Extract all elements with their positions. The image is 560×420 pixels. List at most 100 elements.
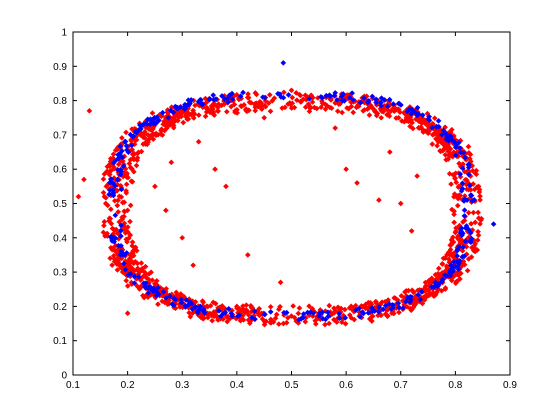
data-point bbox=[103, 183, 110, 190]
data-point bbox=[309, 99, 316, 105]
x-tick-label: 0.8 bbox=[448, 380, 462, 391]
data-point bbox=[388, 107, 394, 114]
data-point bbox=[275, 321, 282, 327]
data-point bbox=[119, 214, 126, 221]
data-point bbox=[452, 152, 459, 159]
data-point bbox=[378, 312, 384, 319]
data-point bbox=[106, 168, 113, 175]
data-point bbox=[127, 218, 133, 225]
data-point bbox=[425, 130, 432, 137]
data-point bbox=[437, 138, 444, 145]
data-point bbox=[296, 305, 303, 311]
x-tick-label: 0.9 bbox=[503, 380, 517, 391]
data-point bbox=[302, 92, 309, 99]
data-point bbox=[465, 256, 472, 262]
data-point bbox=[443, 251, 450, 258]
data-point bbox=[285, 314, 291, 321]
data-point bbox=[419, 112, 426, 119]
data-point bbox=[475, 209, 482, 216]
data-point bbox=[472, 170, 479, 177]
data-point bbox=[261, 114, 268, 121]
data-point bbox=[162, 121, 168, 128]
data-point bbox=[472, 248, 479, 255]
data-point bbox=[471, 242, 478, 249]
data-point bbox=[288, 313, 295, 319]
data-point bbox=[474, 237, 481, 244]
data-point bbox=[457, 276, 463, 282]
data-point bbox=[319, 100, 326, 106]
data-point bbox=[124, 283, 131, 289]
data-point bbox=[434, 129, 441, 136]
data-point bbox=[114, 202, 121, 209]
y-tick-label: 1 bbox=[61, 28, 67, 39]
data-point bbox=[326, 320, 332, 327]
data-point bbox=[180, 293, 187, 300]
data-point bbox=[452, 175, 458, 182]
data-point bbox=[442, 151, 449, 158]
data-point bbox=[490, 221, 497, 227]
data-point bbox=[152, 183, 158, 190]
data-point bbox=[452, 229, 459, 236]
data-point bbox=[210, 92, 217, 99]
data-point bbox=[467, 239, 474, 246]
data-point bbox=[454, 202, 461, 209]
data-point bbox=[174, 105, 181, 112]
data-point bbox=[459, 165, 466, 172]
data-point bbox=[112, 158, 118, 164]
data-point bbox=[309, 94, 316, 101]
plot-area bbox=[72, 31, 511, 376]
data-point bbox=[455, 139, 462, 146]
data-point bbox=[465, 209, 472, 216]
data-point bbox=[124, 224, 131, 230]
y-tick-label: 0.4 bbox=[53, 233, 67, 244]
data-point bbox=[323, 92, 330, 99]
data-point bbox=[457, 230, 464, 236]
data-point bbox=[467, 192, 474, 199]
data-point bbox=[143, 120, 149, 126]
data-point bbox=[261, 321, 268, 328]
x-axis: 0.1 0.2 0.3 0.4 0.5 0.6 0.7 0.8 0.9 bbox=[66, 32, 517, 391]
data-point bbox=[127, 270, 134, 277]
data-point bbox=[435, 270, 442, 277]
data-point bbox=[435, 123, 442, 130]
x-tick-label: 0.2 bbox=[121, 380, 135, 391]
data-point bbox=[115, 156, 122, 162]
data-point bbox=[450, 234, 456, 241]
data-point bbox=[166, 293, 173, 300]
data-point bbox=[150, 136, 157, 143]
data-point bbox=[211, 100, 217, 107]
data-point bbox=[444, 145, 451, 152]
data-point bbox=[178, 113, 185, 120]
data-point bbox=[334, 108, 341, 115]
data-point bbox=[345, 105, 352, 112]
data-point bbox=[143, 280, 149, 286]
data-point bbox=[145, 290, 152, 296]
data-point bbox=[373, 99, 379, 106]
data-point bbox=[147, 116, 154, 122]
data-point bbox=[410, 125, 416, 132]
data-point bbox=[128, 178, 135, 185]
data-point bbox=[390, 104, 397, 111]
data-point bbox=[405, 118, 412, 125]
data-point bbox=[409, 287, 416, 294]
data-point bbox=[271, 95, 278, 102]
data-point bbox=[202, 113, 209, 120]
data-point bbox=[142, 283, 148, 290]
data-point bbox=[459, 180, 466, 187]
data-point bbox=[366, 104, 372, 111]
data-point bbox=[118, 186, 125, 193]
data-point bbox=[118, 135, 125, 141]
data-point bbox=[180, 119, 187, 126]
data-point bbox=[242, 107, 249, 113]
data-point bbox=[461, 213, 468, 219]
data-point bbox=[429, 141, 436, 147]
data-point bbox=[178, 296, 184, 303]
data-point bbox=[129, 126, 135, 132]
data-point bbox=[465, 143, 472, 150]
data-point bbox=[138, 260, 145, 266]
data-point bbox=[266, 91, 273, 98]
data-point bbox=[123, 277, 130, 284]
data-point bbox=[225, 99, 232, 106]
data-point bbox=[341, 306, 348, 313]
data-point bbox=[270, 319, 277, 325]
